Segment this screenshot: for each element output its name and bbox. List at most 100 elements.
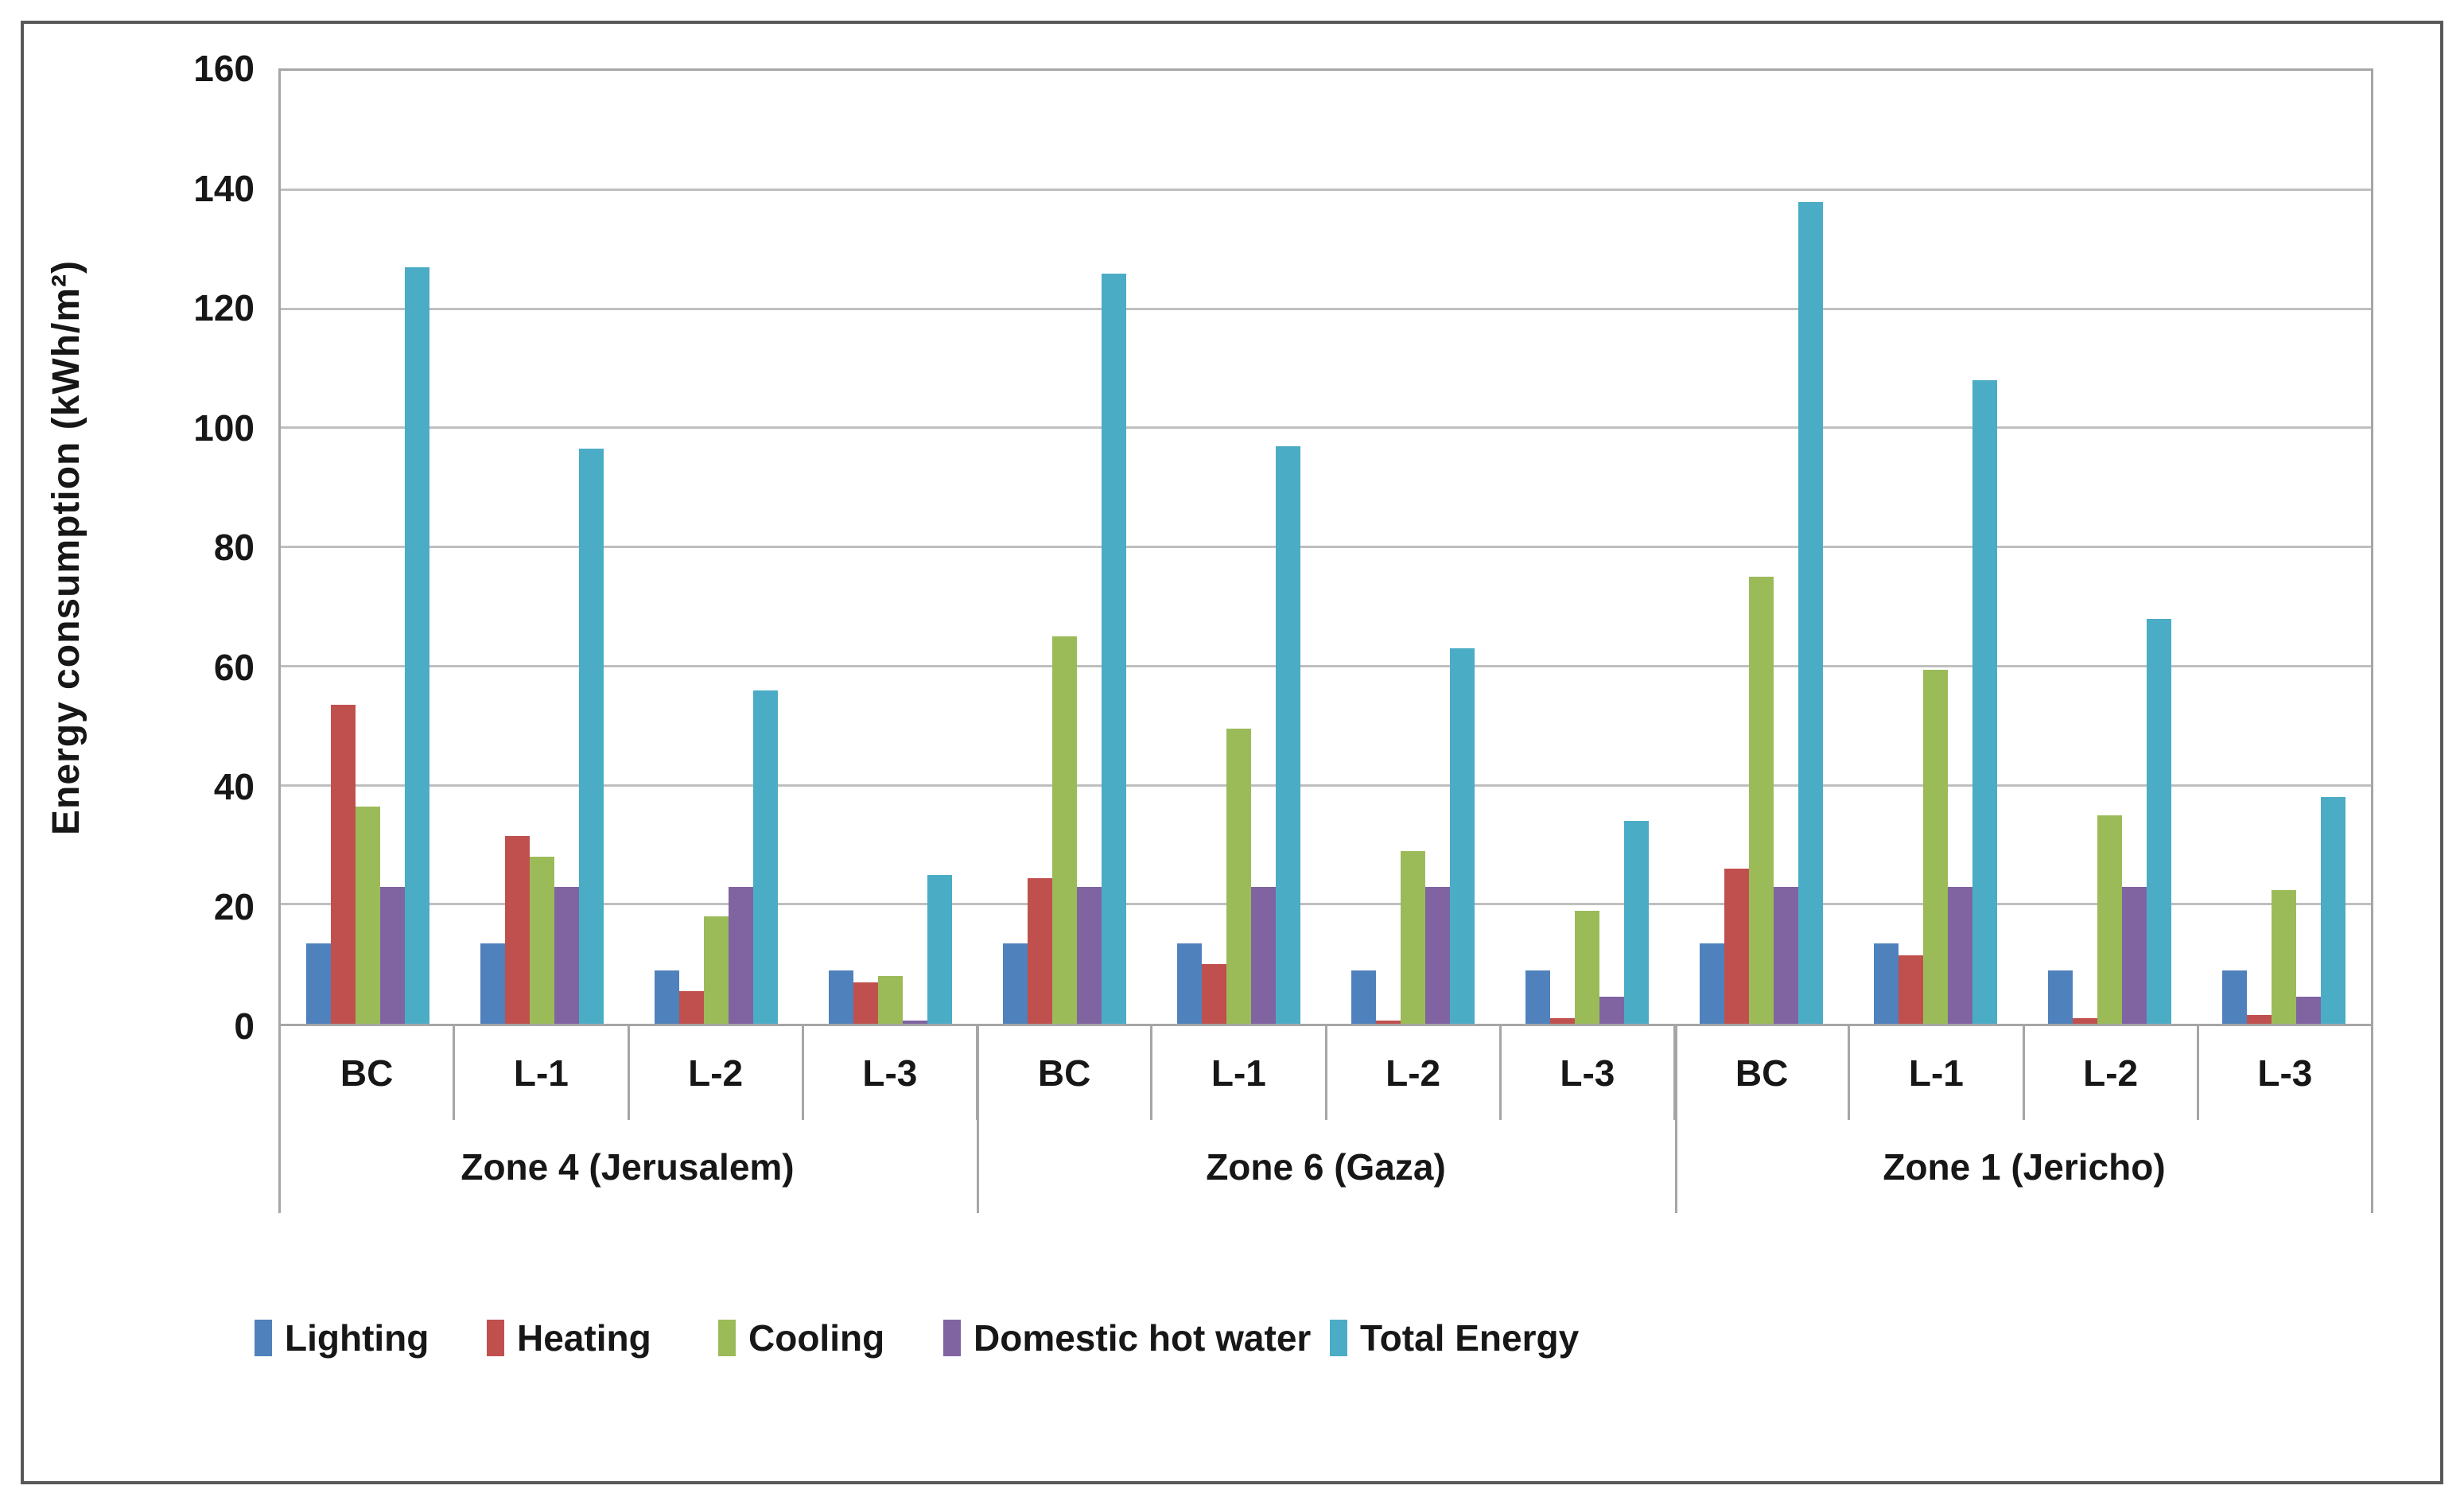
bar-cooling-zone-1-l-2	[2097, 815, 2123, 1024]
zone-separator	[278, 1026, 281, 1213]
y-tick-0: 0	[234, 1005, 255, 1047]
category-label-zone-6-l-1: L-1	[1150, 1026, 1324, 1120]
bar-group-zone-4-l-1	[455, 71, 629, 1024]
bar-total-energy-zone-4-l-3	[927, 874, 953, 1024]
bar-domestic-hot-water-zone-1-l-2	[2122, 886, 2147, 1024]
legend-label-heating: Heating	[517, 1317, 651, 1359]
bar-group-zone-1-l-3	[2197, 71, 2371, 1024]
bar-cooling-zone-1-l-1	[1922, 669, 1949, 1024]
bar-domestic-hot-water-zone-1-l-1	[1948, 886, 1973, 1024]
zone-label-zone-4: Zone 4 (Jerusalem)	[461, 1146, 795, 1188]
category-label-zone-4-l-3: L-3	[801, 1026, 976, 1120]
bar-lighting-zone-1-bc	[1699, 943, 1724, 1024]
legend-label-lighting: Lighting	[285, 1317, 429, 1359]
y-tick-100: 100	[193, 406, 255, 449]
bar-heating-zone-6-l-2	[1375, 1021, 1401, 1024]
bar-total-energy-zone-1-bc	[1798, 201, 1824, 1024]
bar-group-zone-1-l-1	[1848, 71, 2023, 1024]
bar-group-zone-6-l-2	[1326, 71, 1500, 1024]
bar-group-zone-6-l-1	[1152, 71, 1326, 1024]
bar-domestic-hot-water-zone-6-bc	[1077, 886, 1102, 1024]
plot-area	[278, 68, 2373, 1026]
legend-swatch-domestic-hot-water	[943, 1320, 961, 1356]
zone-separator	[2371, 1026, 2373, 1213]
y-tick-140: 140	[193, 167, 255, 209]
zone-separator	[976, 1026, 979, 1213]
bar-group-zone-6-bc	[977, 71, 1152, 1024]
bar-cooling-zone-4-bc	[355, 806, 381, 1024]
y-tick-60: 60	[213, 646, 255, 688]
y-tick-40: 40	[213, 766, 255, 807]
bar-total-energy-zone-4-l-1	[579, 449, 604, 1024]
bar-domestic-hot-water-zone-6-l-3	[1599, 997, 1625, 1024]
bar-cooling-zone-1-l-3	[2271, 889, 2297, 1024]
legend-swatch-cooling	[718, 1320, 736, 1356]
bar-heating-zone-1-l-2	[2072, 1017, 2097, 1024]
y-tick-160: 160	[193, 48, 255, 89]
bar-total-energy-zone-6-l-1	[1276, 445, 1301, 1024]
bar-lighting-zone-1-l-2	[2047, 970, 2073, 1024]
bar-domestic-hot-water-zone-1-bc	[1774, 886, 1799, 1024]
legend-label-total-energy: Total Energy	[1360, 1317, 1580, 1359]
bar-heating-zone-4-l-2	[678, 990, 704, 1024]
bar-domestic-hot-water-zone-6-l-1	[1251, 886, 1277, 1024]
category-label-zone-1-l-3: L-3	[2196, 1026, 2373, 1120]
bar-cooling-zone-4-l-2	[703, 916, 729, 1024]
bar-cooling-zone-6-l-1	[1226, 729, 1252, 1024]
bar-domestic-hot-water-zone-4-bc	[380, 886, 406, 1024]
gridline-60	[281, 664, 2371, 667]
bar-group-zone-4-bc	[281, 71, 455, 1024]
bar-domestic-hot-water-zone-4-l-2	[729, 886, 754, 1024]
bar-group-zone-4-l-2	[629, 71, 803, 1024]
category-label-zone-1-bc: BC	[1673, 1026, 1848, 1120]
legend-swatch-heating	[487, 1320, 504, 1356]
bar-lighting-zone-1-l-3	[2221, 970, 2247, 1024]
category-label-zone-6-l-3: L-3	[1498, 1026, 1673, 1120]
gridline-120	[281, 307, 2371, 310]
legend-swatch-total-energy	[1330, 1320, 1347, 1356]
zone-label-zone-6: Zone 6 (Gaza)	[1206, 1146, 1446, 1188]
bar-heating-zone-1-l-3	[2246, 1014, 2272, 1024]
bar-cooling-zone-1-bc	[1748, 577, 1774, 1024]
bar-domestic-hot-water-zone-4-l-3	[903, 1021, 928, 1024]
bar-heating-zone-1-bc	[1724, 869, 1749, 1024]
bar-cooling-zone-6-l-2	[1400, 850, 1426, 1024]
bar-heating-zone-6-l-1	[1201, 964, 1226, 1024]
category-label-zone-4-l-1: L-1	[453, 1026, 627, 1120]
category-label-zone-1-l-1: L-1	[1848, 1026, 2022, 1120]
bar-heating-zone-4-bc	[330, 705, 356, 1024]
zone-label-zone-1: Zone 1 (Jericho)	[1883, 1146, 2166, 1188]
gridline-100	[281, 426, 2371, 430]
y-axis-title-wrap: Energy consumption (kWh/m²)	[30, 68, 102, 1026]
bar-total-energy-zone-1-l-2	[2147, 618, 2172, 1024]
legend-item-heating: Heating	[487, 1316, 651, 1359]
bar-heating-zone-6-l-3	[1549, 1017, 1575, 1024]
bar-lighting-zone-6-l-1	[1176, 943, 1202, 1024]
bar-lighting-zone-4-bc	[305, 943, 331, 1024]
bar-cooling-zone-6-bc	[1051, 636, 1078, 1024]
legend-label-cooling: Cooling	[748, 1317, 885, 1359]
bar-lighting-zone-6-bc	[1002, 943, 1028, 1024]
bar-total-energy-zone-4-l-2	[753, 690, 779, 1024]
bar-domestic-hot-water-zone-6-l-2	[1425, 886, 1451, 1024]
y-tick-120: 120	[193, 287, 255, 329]
legend-label-domestic-hot-water: Domestic hot water	[974, 1317, 1312, 1359]
bar-heating-zone-4-l-3	[853, 982, 878, 1024]
category-label-zone-1-l-2: L-2	[2022, 1026, 2197, 1120]
category-label-zone-4-l-2: L-2	[627, 1026, 802, 1120]
bar-group-zone-1-bc	[1674, 71, 1848, 1024]
bar-total-energy-zone-6-bc	[1102, 273, 1127, 1024]
legend-item-lighting: Lighting	[255, 1316, 429, 1359]
bar-lighting-zone-4-l-3	[828, 970, 853, 1024]
legend-item-cooling: Cooling	[718, 1316, 884, 1359]
legend-swatch-lighting	[255, 1320, 272, 1356]
bar-cooling-zone-4-l-3	[877, 976, 904, 1024]
bar-domestic-hot-water-zone-4-l-1	[554, 886, 580, 1024]
category-label-zone-6-l-2: L-2	[1324, 1026, 1499, 1120]
bar-domestic-hot-water-zone-1-l-3	[2296, 997, 2322, 1024]
y-axis-title: Energy consumption (kWh/m²)	[45, 259, 87, 835]
bar-groups	[281, 71, 2371, 1024]
bar-cooling-zone-4-l-1	[529, 857, 555, 1024]
bar-total-energy-zone-6-l-2	[1450, 648, 1475, 1024]
gridline-140	[281, 188, 2371, 191]
